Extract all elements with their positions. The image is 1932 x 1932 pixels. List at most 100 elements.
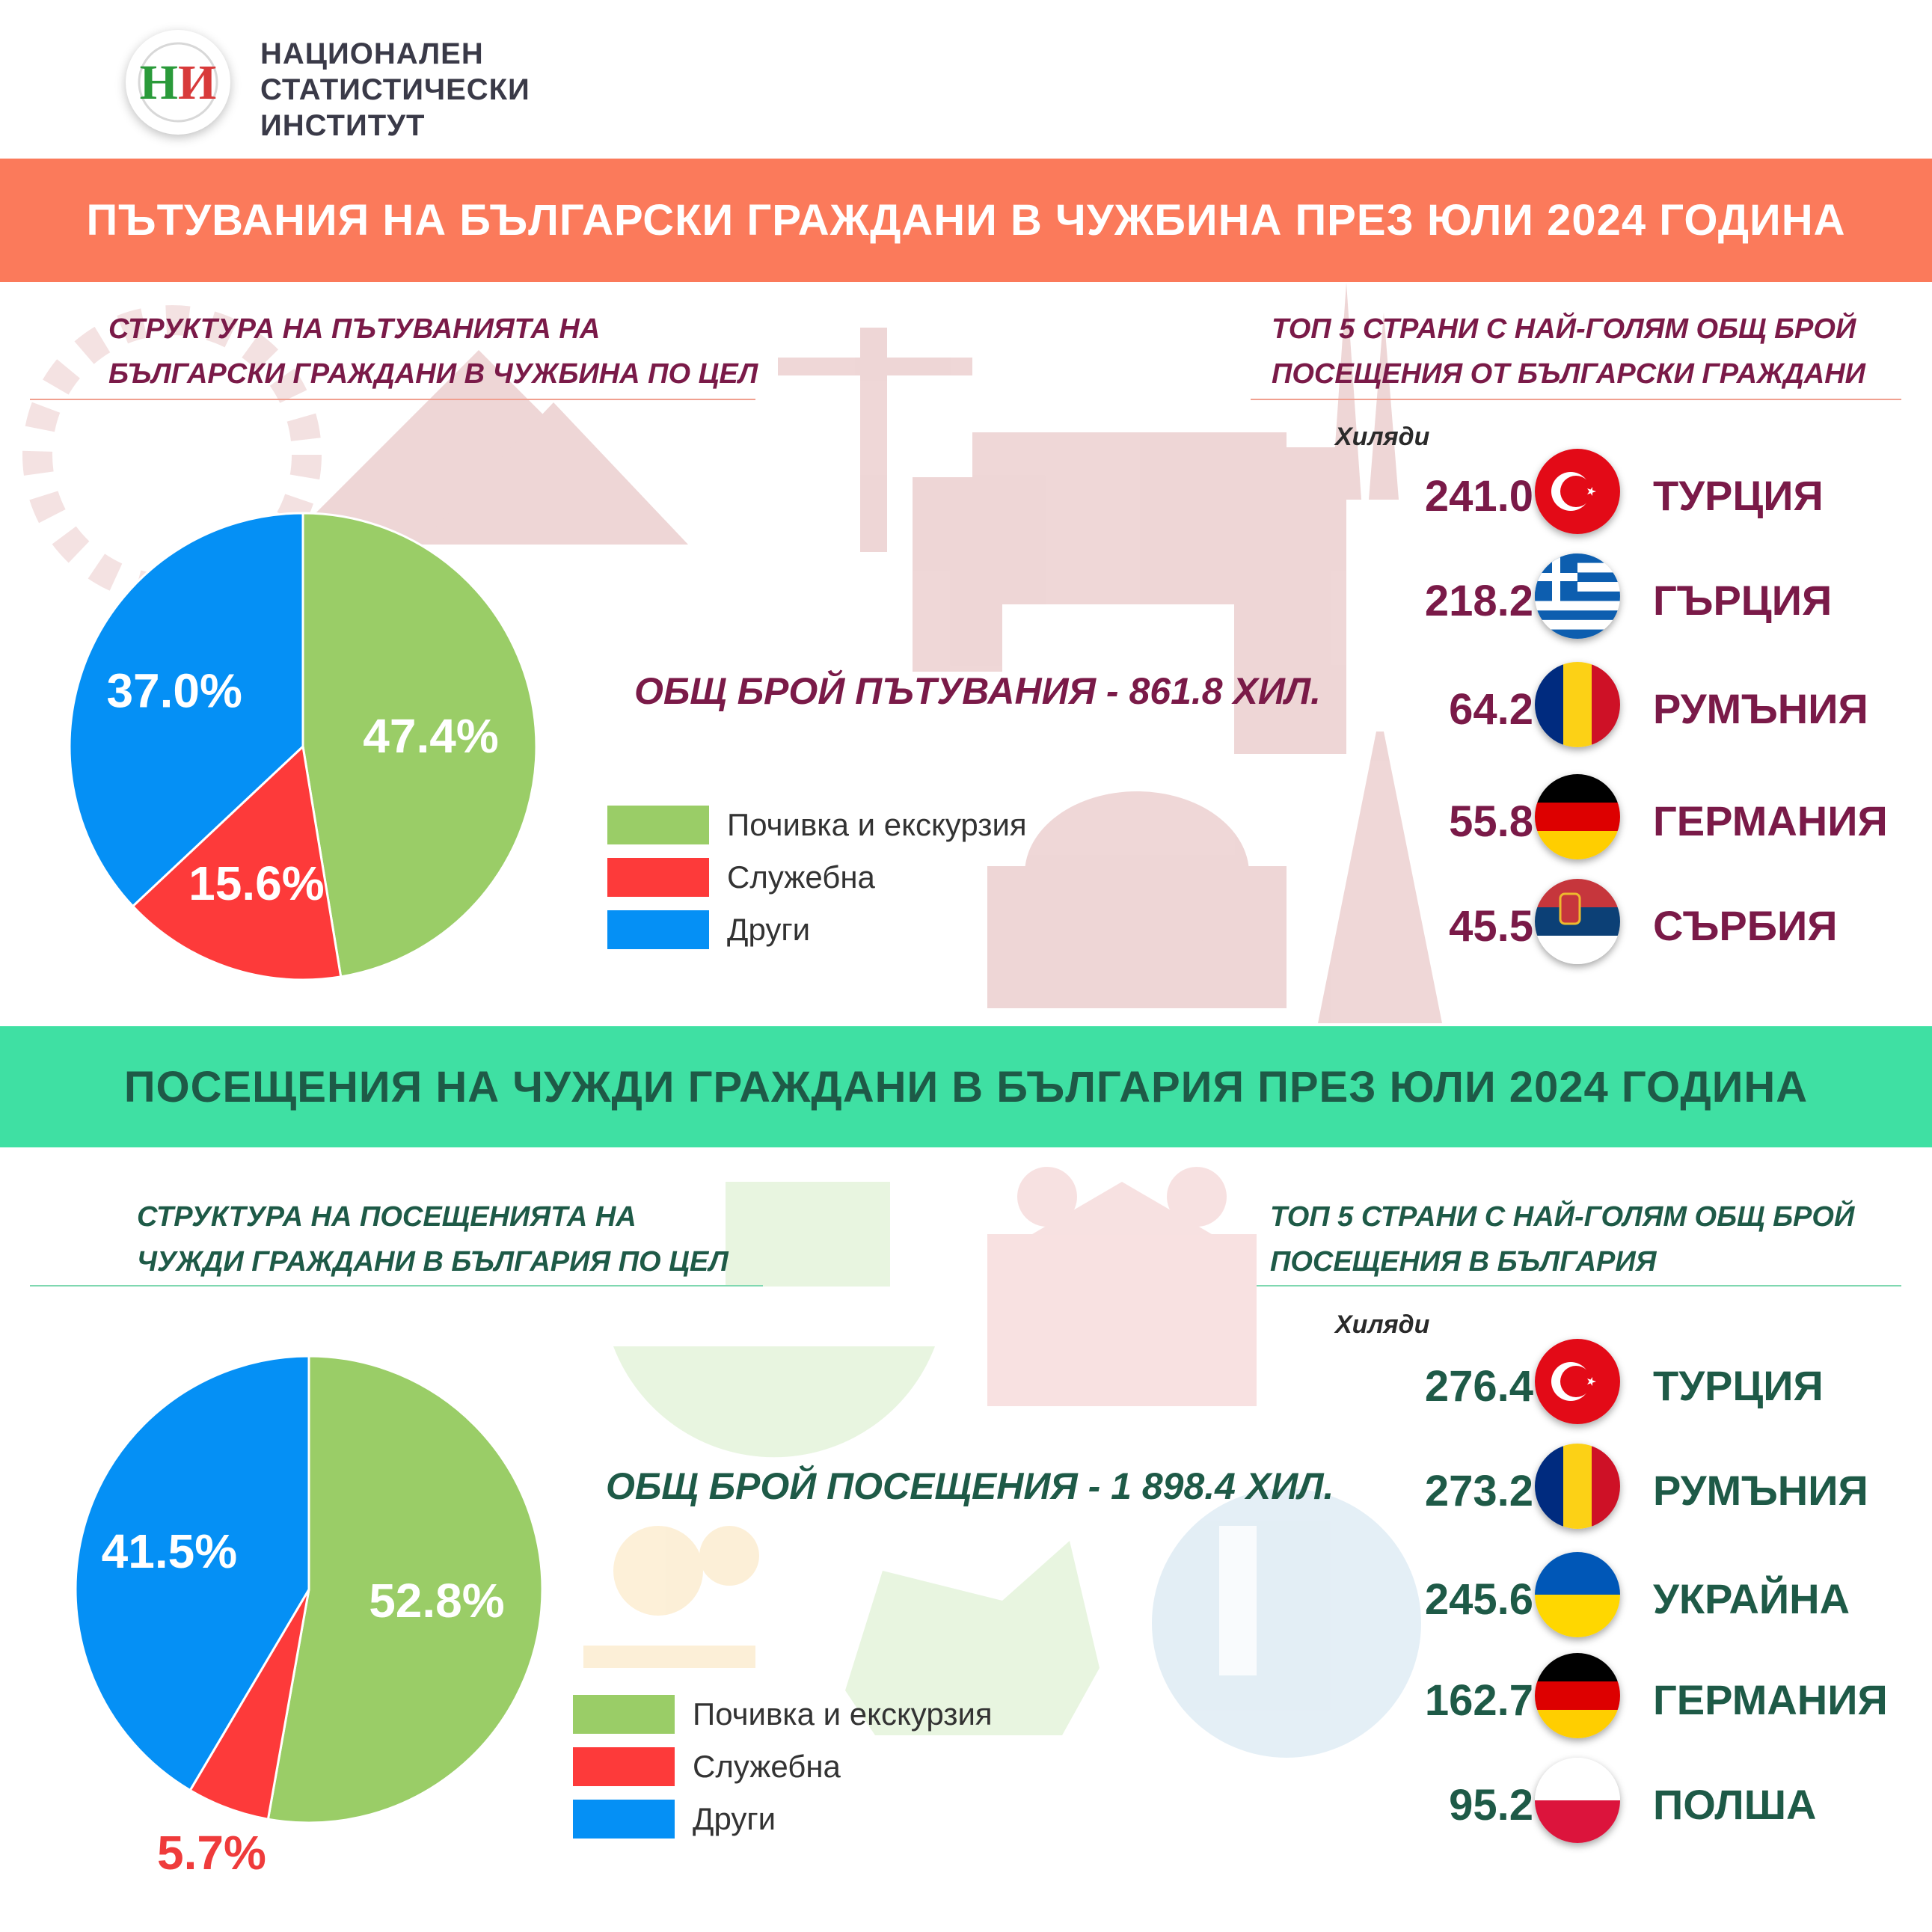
germany-flag-icon [1535,774,1620,859]
legend-swatch-other [573,1800,675,1839]
country-value: 276.4 [1424,1362,1533,1411]
pie-slice-other [68,512,304,908]
romania-flag-icon [1535,1444,1620,1529]
pie-label-other: 41.5% [102,1524,237,1578]
inbound-total: ОБЩ БРОЙ ПОСЕЩЕНИЯ - 1 898.4 ХИЛ. [606,1465,1334,1507]
country-name: ТУРЦИЯ [1653,1362,1824,1409]
legend-swatch-business [607,858,709,897]
inbound-legend: Почивка и екскурзия Служебна Други [573,1688,993,1845]
org-name-line: СТАТИСТИЧЕСКИ [260,73,530,106]
inbound-structure-title: СТРУКТУРА НА ПОСЕЩЕНИЯТА НА ЧУЖДИ ГРАЖДА… [137,1195,729,1284]
country-name: РУМЪНИЯ [1653,1467,1868,1514]
inbound-structure-title-line: СТРУКТУРА НА ПОСЕЩЕНИЯТА НА [137,1201,637,1233]
legend-label: Служебна [727,859,875,895]
country-row: 241.0 ТУРЦИЯ [1361,449,1885,539]
inbound-top5-title-line: ТОП 5 СТРАНИ С НАЙ-ГОЛЯМ ОБЩ БРОЙ [1270,1201,1855,1233]
legend-label: Други [727,912,811,947]
country-name: ГЕРМАНИЯ [1653,1676,1888,1723]
outbound-structure-title-line: БЪЛГАРСКИ ГРАЖДАНИ В ЧУЖБИНА ПО ЦЕЛ [108,358,758,390]
country-row: 95.2 ПОЛША [1361,1758,1885,1847]
country-value: 241.0 [1424,472,1533,521]
outbound-legend: Почивка и екскурзия Служебна Други [607,799,1027,956]
country-value: 162.7 [1424,1676,1533,1725]
pie-label-other: 37.0% [106,664,242,718]
outbound-total: ОБЩ БРОЙ ПЪТУВАНИЯ - 861.8 ХИЛ. [634,670,1322,712]
country-value: 64.2 [1449,685,1533,734]
country-name: СЪРБИЯ [1653,902,1838,949]
country-value: 218.2 [1424,577,1533,625]
serbia-flag-icon [1535,879,1620,964]
inbound-top5-title: ТОП 5 СТРАНИ С НАЙ-ГОЛЯМ ОБЩ БРОЙ ПОСЕЩЕ… [1270,1195,1854,1284]
legend-item-other: Други [573,1793,993,1845]
outbound-unit: Хиляди [1335,423,1430,451]
country-name: УКРАЙНА [1653,1575,1850,1622]
inbound-banner: ПОСЕЩЕНИЯ НА ЧУЖДИ ГРАЖДАНИ В БЪЛГАРИЯ П… [0,1026,1932,1147]
country-value: 95.2 [1449,1781,1533,1830]
legend-item-leisure: Почивка и екскурзия [573,1688,993,1741]
ukraine-flag-icon [1535,1552,1620,1637]
nsi-logo-mark-icon: НИ [138,42,218,123]
legend-item-other: Други [607,904,1027,956]
country-name: РУМЪНИЯ [1653,685,1868,732]
nsi-logo: НИ [126,30,230,135]
pie-slice-leisure [301,512,538,978]
inbound-structure-rule [30,1285,763,1287]
inbound-top5-rule [1257,1285,1901,1287]
inbound-pie: 52.8% 41.5% [74,1355,544,1824]
greece-flag-icon [1535,553,1620,639]
poland-flag-icon [1535,1758,1620,1843]
svg-text:НИ: НИ [140,55,217,110]
pie-label-business: 15.6% [188,856,324,910]
legend-swatch-leisure [607,806,709,844]
legend-label: Други [693,1801,776,1836]
landmarks-illustration [22,283,1442,1023]
inbound-pie-chart: 52.8% 41.5% [74,1355,544,1824]
outbound-banner: ПЪТУВАНИЯ НА БЪЛГАРСКИ ГРАЖДАНИ В ЧУЖБИН… [0,159,1932,282]
country-row: 162.7 ГЕРМАНИЯ [1361,1653,1888,1743]
country-row: 276.4 ТУРЦИЯ [1361,1339,1885,1429]
country-row: 64.2 РУМЪНИЯ [1361,662,1885,752]
outbound-top5-title-line: ПОСЕЩЕНИЯ ОТ БЪЛГАРСКИ ГРАЖДАНИ [1272,358,1866,390]
legend-item-business: Служебна [607,851,1027,904]
legend-swatch-other [607,910,709,949]
org-name-line: ИНСТИТУТ [260,109,426,142]
legend-label: Почивка и екскурзия [693,1696,993,1732]
country-value: 55.8 [1449,797,1533,846]
org-name: НАЦИОНАЛЕН СТАТИСТИЧЕСКИ ИНСТИТУТ [260,36,530,144]
outbound-pie: 47.4% 15.6% 37.0% [68,512,538,981]
turkey-flag-icon [1535,1339,1620,1424]
country-row: 45.5 СЪРБИЯ [1361,879,1885,969]
legend-label: Почивка и екскурзия [727,807,1027,842]
country-name: ГЕРМАНИЯ [1653,797,1888,844]
turkey-flag-icon [1535,449,1620,534]
inbound-top5-title-line: ПОСЕЩЕНИЯ В БЪЛГАРИЯ [1270,1246,1657,1278]
outbound-top5-rule [1251,399,1901,400]
country-name: ПОЛША [1653,1781,1817,1828]
outbound-top5-title-line: ТОП 5 СТРАНИ С НАЙ-ГОЛЯМ ОБЩ БРОЙ [1272,313,1856,345]
pie-slice-business [131,743,343,981]
bulgaria-landmarks-illustration [583,1167,1421,1758]
outbound-top5-title: ТОП 5 СТРАНИ С НАЙ-ГОЛЯМ ОБЩ БРОЙ ПОСЕЩЕ… [1272,307,1865,396]
outbound-pie-chart: 47.4% 15.6% 37.0% [68,512,538,981]
country-row: 273.2 РУМЪНИЯ [1361,1444,1885,1533]
country-value: 45.5 [1449,902,1533,951]
romania-flag-icon [1535,662,1620,747]
outbound-structure-rule [30,399,755,400]
inbound-structure-title-line: ЧУЖДИ ГРАЖДАНИ В БЪЛГАРИЯ ПО ЦЕЛ [137,1246,729,1278]
legend-item-business: Служебна [573,1741,993,1793]
germany-flag-icon [1535,1653,1620,1738]
pie-label-leisure: 52.8% [369,1574,504,1628]
country-row: 55.8 ГЕРМАНИЯ [1361,774,1888,864]
inbound-unit: Хиляди [1335,1310,1430,1339]
pie-slice-other [74,1355,310,1792]
country-name: ГЪРЦИЯ [1653,577,1833,624]
legend-swatch-business [573,1747,675,1786]
legend-label: Служебна [693,1749,841,1784]
outbound-structure-title-line: СТРУКТУРА НА ПЪТУВАНИЯТА НА [108,313,601,345]
country-row: 245.6 УКРАЙНА [1361,1552,1885,1642]
pie-slice-leisure [266,1355,544,1824]
outbound-structure-title: СТРУКТУРА НА ПЪТУВАНИЯТА НА БЪЛГАРСКИ ГР… [108,307,758,396]
pie-label-leisure: 47.4% [363,709,498,763]
org-name-line: НАЦИОНАЛЕН [260,37,484,70]
country-value: 273.2 [1424,1467,1533,1515]
